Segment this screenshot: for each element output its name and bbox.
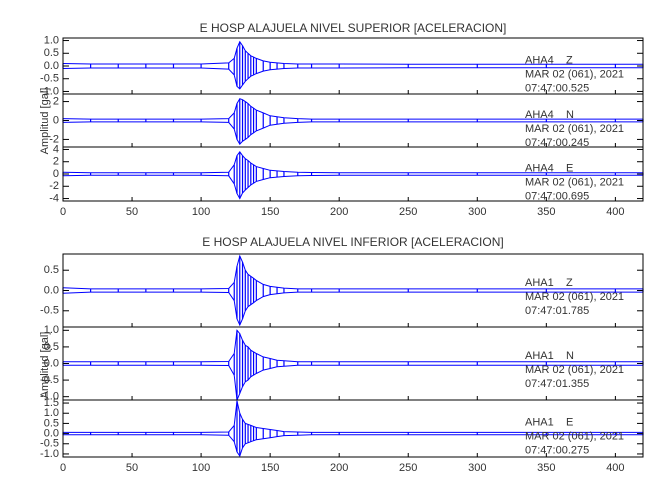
x-tick-label: 300 [468,462,486,474]
y-tick-label: 1.0 [44,34,59,46]
station-annotation: 07:47:00.275 [525,445,589,457]
x-tick-label: 250 [399,206,417,218]
waveform-min [62,174,643,200]
x-tick-label: 350 [537,462,555,474]
station-annotation: MAR 02 (061), 2021 [525,291,624,303]
x-tick-label: 350 [537,206,555,218]
x-tick-label: 50 [126,462,138,474]
station-annotation: 07:47:01.785 [525,305,589,317]
y-tick-label: 0.0 [44,427,59,439]
panel-frame [62,399,644,458]
y-tick-label: 1.0 [44,407,59,419]
x-tick-label: 0 [60,462,66,474]
panel-frame [62,146,644,202]
y-tick-label: -0.5 [40,73,59,85]
y-tick-label: -0.5 [40,374,59,386]
y-axis-label: Amplitud [gal] [39,88,51,155]
waveform-max [62,40,643,65]
waveform-max [62,254,643,290]
y-tick-label: 0.5 [44,47,59,59]
x-tick-label: 100 [192,462,210,474]
y-tick-label: 1.5 [44,397,59,409]
x-tick-label: 150 [261,462,279,474]
y-tick-label: 0.0 [44,357,59,369]
station-annotation: MAR 02 (061), 2021 [525,364,624,376]
waveform-min [62,291,643,327]
y-tick-label: -1.0 [40,448,59,460]
y-tick-label: -2 [49,133,59,145]
x-tick-label: 400 [606,462,624,474]
x-tick-label: 250 [399,462,417,474]
y-tick-label: -1.0 [40,85,59,97]
y-tick-label: 4 [53,143,59,155]
waveform-min [63,434,643,458]
x-tick-label: 100 [192,206,210,218]
waveform-min [63,364,643,402]
y-tick-label: -2 [49,180,59,192]
y-axis-label: Amplitud [gal] [39,332,51,399]
station-annotation: AHA1 E [525,417,573,429]
y-tick-label: 2 [53,95,59,107]
station-annotation: 07:47:01.355 [525,378,589,390]
x-tick-label: 50 [126,206,138,218]
y-tick-label: 0.0 [44,284,59,296]
waveform-max [62,151,643,174]
x-tick-label: 150 [261,206,279,218]
station-annotation: AHA4 Z [525,54,573,66]
station-annotation: 07:47:00.695 [525,191,589,203]
y-tick-label: -4 [49,192,59,204]
station-annotation: MAR 02 (061), 2021 [525,177,624,189]
y-tick-label: 0 [53,168,59,180]
chart-title: E HOSP ALAJUELA NIVEL SUPERIOR [ACELERAC… [200,21,507,35]
y-tick-label: 0 [53,114,59,126]
station-annotation: 07:47:00.525 [525,82,589,94]
station-annotation: 07:47:00.245 [525,137,589,149]
x-tick-label: 300 [468,206,486,218]
station-annotation: AHA4 N [525,109,574,121]
x-tick-label: 400 [606,206,624,218]
station-annotation: AHA1 N [525,350,574,362]
chart-title: E HOSP ALAJUELA NIVEL INFERIOR [ACELERAC… [202,235,503,249]
y-tick-label: 0.0 [44,60,59,72]
y-tick-label: -0.5 [40,438,59,450]
station-annotation: AHA1 Z [525,277,573,289]
x-tick-label: 200 [330,462,348,474]
station-annotation: MAR 02 (061), 2021 [525,123,624,135]
y-tick-label: 0.5 [44,417,59,429]
waveform-min [62,67,643,90]
station-annotation: AHA4 E [525,163,573,175]
waveform-max [63,329,643,363]
waveform-max [62,98,643,120]
y-tick-label: -1.0 [40,391,59,403]
waveform-max [63,400,643,433]
x-tick-label: 0 [60,206,66,218]
y-tick-label: 2 [53,156,59,168]
y-tick-label: -0.5 [40,305,59,317]
y-tick-label: 1.0 [44,324,59,336]
waveform-min [62,121,643,146]
x-tick-label: 200 [330,206,348,218]
y-tick-label: 0.5 [44,264,59,276]
station-annotation: MAR 02 (061), 2021 [525,68,624,80]
station-annotation: MAR 02 (061), 2021 [525,431,624,443]
y-tick-label: 0.5 [44,341,59,353]
